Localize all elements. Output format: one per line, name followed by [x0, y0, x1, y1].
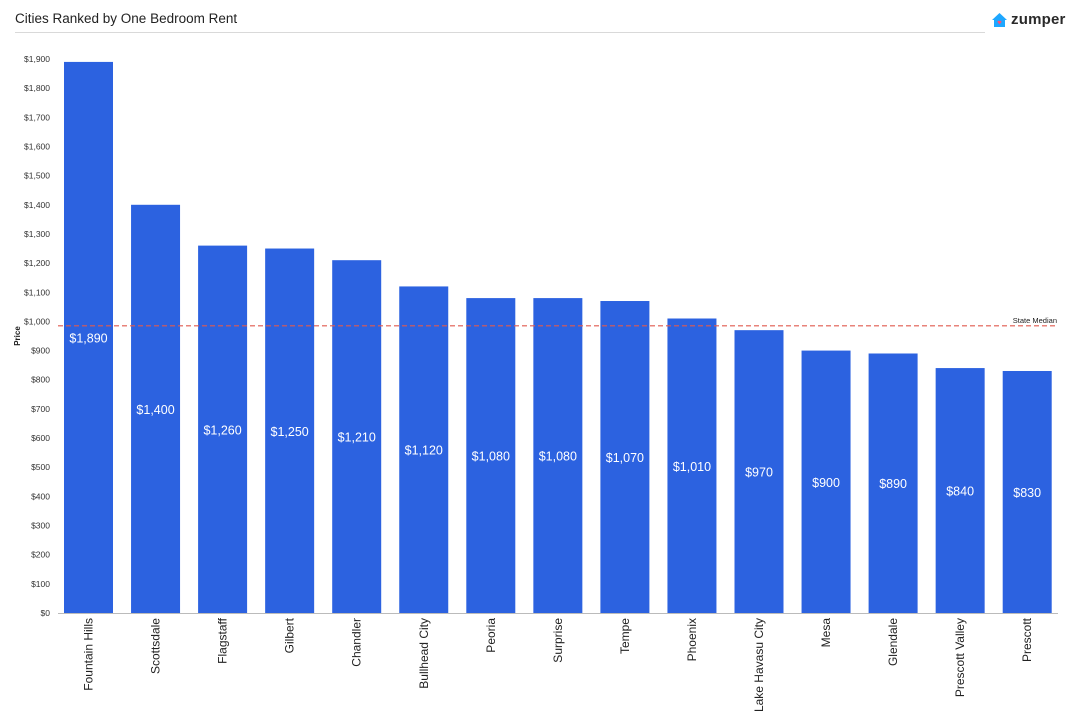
bar-data-label: $900: [812, 476, 840, 490]
bar: [1002, 370, 1052, 613]
y-tick-label: $1,900: [24, 54, 50, 64]
bar: [667, 318, 717, 613]
bar: [399, 286, 449, 613]
bar-data-label: $1,400: [136, 403, 174, 417]
bar-data-label: $1,010: [673, 460, 711, 474]
y-tick-label: $100: [31, 579, 50, 589]
y-tick-label: $700: [31, 404, 50, 414]
house-icon: [992, 12, 1007, 27]
bar: [868, 353, 918, 613]
bar: [131, 204, 181, 613]
bar: [198, 245, 248, 613]
y-tick-label: $1,400: [24, 200, 50, 210]
bar: [466, 298, 516, 613]
y-tick-label: $1,300: [24, 229, 50, 239]
y-tick-label: $200: [31, 550, 50, 560]
bar: [533, 298, 583, 613]
x-tick-label: Prescott Valley: [953, 618, 967, 697]
y-tick-label: $1,600: [24, 141, 50, 151]
bar: [734, 330, 784, 613]
bar-data-label: $1,080: [472, 450, 510, 464]
bar-data-label: $1,070: [606, 451, 644, 465]
bar-data-label: $1,120: [405, 444, 443, 458]
bar: [64, 61, 113, 614]
bar-data-label: $840: [946, 485, 974, 499]
bar-data-label: $1,210: [338, 431, 376, 445]
bar: [801, 350, 851, 613]
bar: [332, 260, 382, 613]
y-tick-label: $0: [41, 608, 51, 618]
y-tick-label: $1,700: [24, 112, 50, 122]
bar-data-label: $970: [745, 466, 773, 480]
y-tick-label: $1,100: [24, 287, 50, 297]
x-tick-label: Chandler: [350, 618, 364, 667]
y-tick-label: $800: [31, 375, 50, 385]
brand-name: zumper: [1011, 11, 1066, 28]
x-tick-label: Gilbert: [283, 617, 297, 653]
x-tick-label: Glendale: [886, 618, 900, 666]
bar-data-label: $1,890: [69, 331, 107, 345]
x-tick-label: Mesa: [819, 618, 833, 648]
bar: [935, 368, 985, 613]
x-tick-label: Prescott: [1020, 617, 1034, 662]
y-tick-label: $1,800: [24, 83, 50, 93]
chart-title: Cities Ranked by One Bedroom Rent: [15, 11, 238, 26]
bar-data-label: $1,260: [203, 423, 241, 437]
state-median-label: State Median: [1013, 316, 1057, 325]
x-tick-label: Lake Havasu City: [752, 618, 766, 712]
x-tick-label: Surprise: [551, 618, 565, 663]
y-tick-label: $1,500: [24, 171, 50, 181]
y-tick-label: $1,200: [24, 258, 50, 268]
y-tick-label: $300: [31, 521, 50, 531]
x-tick-label: Fountain Hills: [82, 618, 96, 691]
bar-data-label: $1,250: [271, 425, 309, 439]
y-tick-label: $500: [31, 462, 50, 472]
y-tick-label: $900: [31, 346, 50, 356]
y-tick-label: $600: [31, 433, 50, 443]
x-tick-label: Bullhead City: [417, 618, 431, 689]
y-axis-label: Price: [13, 326, 22, 346]
bar-data-label: $830: [1013, 486, 1041, 500]
bar-data-label: $1,080: [539, 450, 577, 464]
title-divider: [15, 32, 985, 33]
bar: [265, 248, 315, 614]
x-tick-label: Flagstaff: [216, 617, 230, 663]
bar: [600, 301, 650, 613]
x-tick-label: Phoenix: [685, 618, 699, 661]
x-tick-label: Tempe: [618, 618, 632, 654]
bar-data-label: $890: [879, 477, 907, 491]
y-tick-label: $400: [31, 491, 50, 501]
y-tick-label: $1,000: [24, 316, 50, 326]
x-tick-label: Scottsdale: [149, 618, 163, 674]
x-tick-label: Peoria: [484, 618, 498, 653]
brand-logo[interactable]: zumper: [991, 11, 1066, 28]
